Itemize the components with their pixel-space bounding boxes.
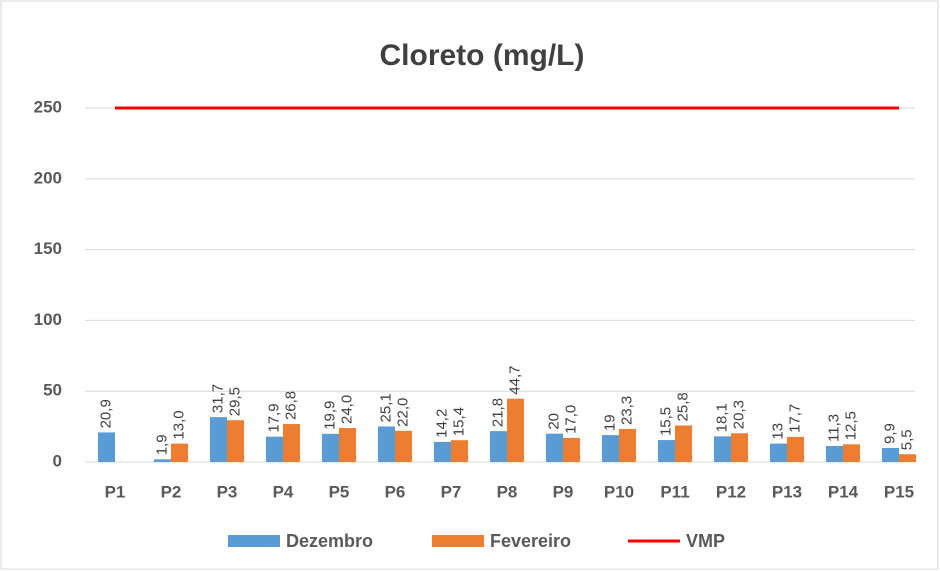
y-tick-label: 150 [34,239,62,258]
data-label: 1,9 [153,434,170,455]
bar [395,430,412,462]
data-label: 13,0 [170,410,187,439]
data-label: 15,5 [657,407,674,436]
x-tick-label: P3 [217,482,238,501]
bar [843,444,860,462]
bar [266,436,283,462]
x-tick-label: P9 [553,482,574,501]
x-tick-label: P12 [716,482,746,501]
x-tick-label: P13 [772,482,802,501]
legend-label: Dezembro [286,531,373,551]
x-tick-label: P2 [161,482,182,501]
data-label: 17,9 [265,403,282,432]
bar [322,433,339,462]
bar [507,398,524,462]
bar [283,424,300,462]
data-label: 18,1 [713,403,730,432]
x-tick-label: P5 [329,482,350,501]
bar [731,433,748,462]
legend-label: Fevereiro [490,531,571,551]
y-tick-label: 50 [43,381,62,400]
bar [882,447,899,462]
bar [451,440,468,462]
bar [602,435,619,462]
data-label: 44,7 [506,366,523,395]
bar [546,433,563,462]
x-tick-label: P10 [604,482,634,501]
bar [98,432,115,462]
data-label: 5,5 [898,429,915,450]
x-tick-label: P8 [497,482,518,501]
bar [899,454,916,462]
bar [339,428,356,462]
bar [714,436,731,462]
data-label: 31,7 [209,384,226,413]
bar [563,437,580,462]
data-label: 22,0 [394,398,411,427]
bar [434,441,451,462]
data-label: 12,5 [842,411,859,440]
bar [171,443,188,462]
x-tick-label: P15 [884,482,914,501]
bar [378,426,395,462]
bar [210,417,227,462]
y-tick-label: 250 [34,97,62,116]
x-tick-label: P11 [660,482,689,501]
data-label: 9,9 [881,423,898,444]
x-tick-label: P1 [105,482,126,501]
data-label: 21,8 [489,398,506,427]
bar [770,443,787,462]
data-label: 26,8 [282,391,299,420]
x-tick-label: P6 [385,482,406,501]
bar [826,445,843,462]
data-label: 29,5 [226,387,243,416]
bar [154,459,171,462]
data-label: 17,7 [786,404,803,433]
chart-title: Cloreto (mg/L) [380,39,585,72]
data-label: 20,3 [730,400,747,429]
data-label: 11,3 [825,414,842,442]
data-label: 24,0 [338,395,355,424]
data-label: 23,3 [618,396,635,425]
data-label: 20 [545,413,562,430]
bar [658,440,675,462]
data-label: 15,4 [450,407,467,436]
bar [227,420,244,462]
y-tick-label: 100 [34,310,62,329]
data-label: 14,2 [433,409,450,438]
y-tick-label: 200 [34,168,62,187]
bar [675,425,692,462]
legend-swatch [432,535,484,547]
data-label: 19,9 [321,401,338,430]
x-tick-label: P7 [441,482,462,501]
bar [619,429,636,462]
y-tick-label: 0 [53,451,62,470]
data-label: 25,1 [377,393,394,422]
bar [490,431,507,462]
data-label: 17,0 [562,405,579,434]
bar [787,436,804,462]
legend-swatch [228,535,280,547]
x-tick-label: P14 [828,482,859,501]
legend-label: VMP [686,531,725,551]
data-label: 19 [601,414,618,431]
data-label: 20,9 [97,399,114,428]
data-label: 13 [769,423,786,440]
data-label: 25,8 [674,392,691,421]
x-tick-label: P4 [273,482,294,501]
